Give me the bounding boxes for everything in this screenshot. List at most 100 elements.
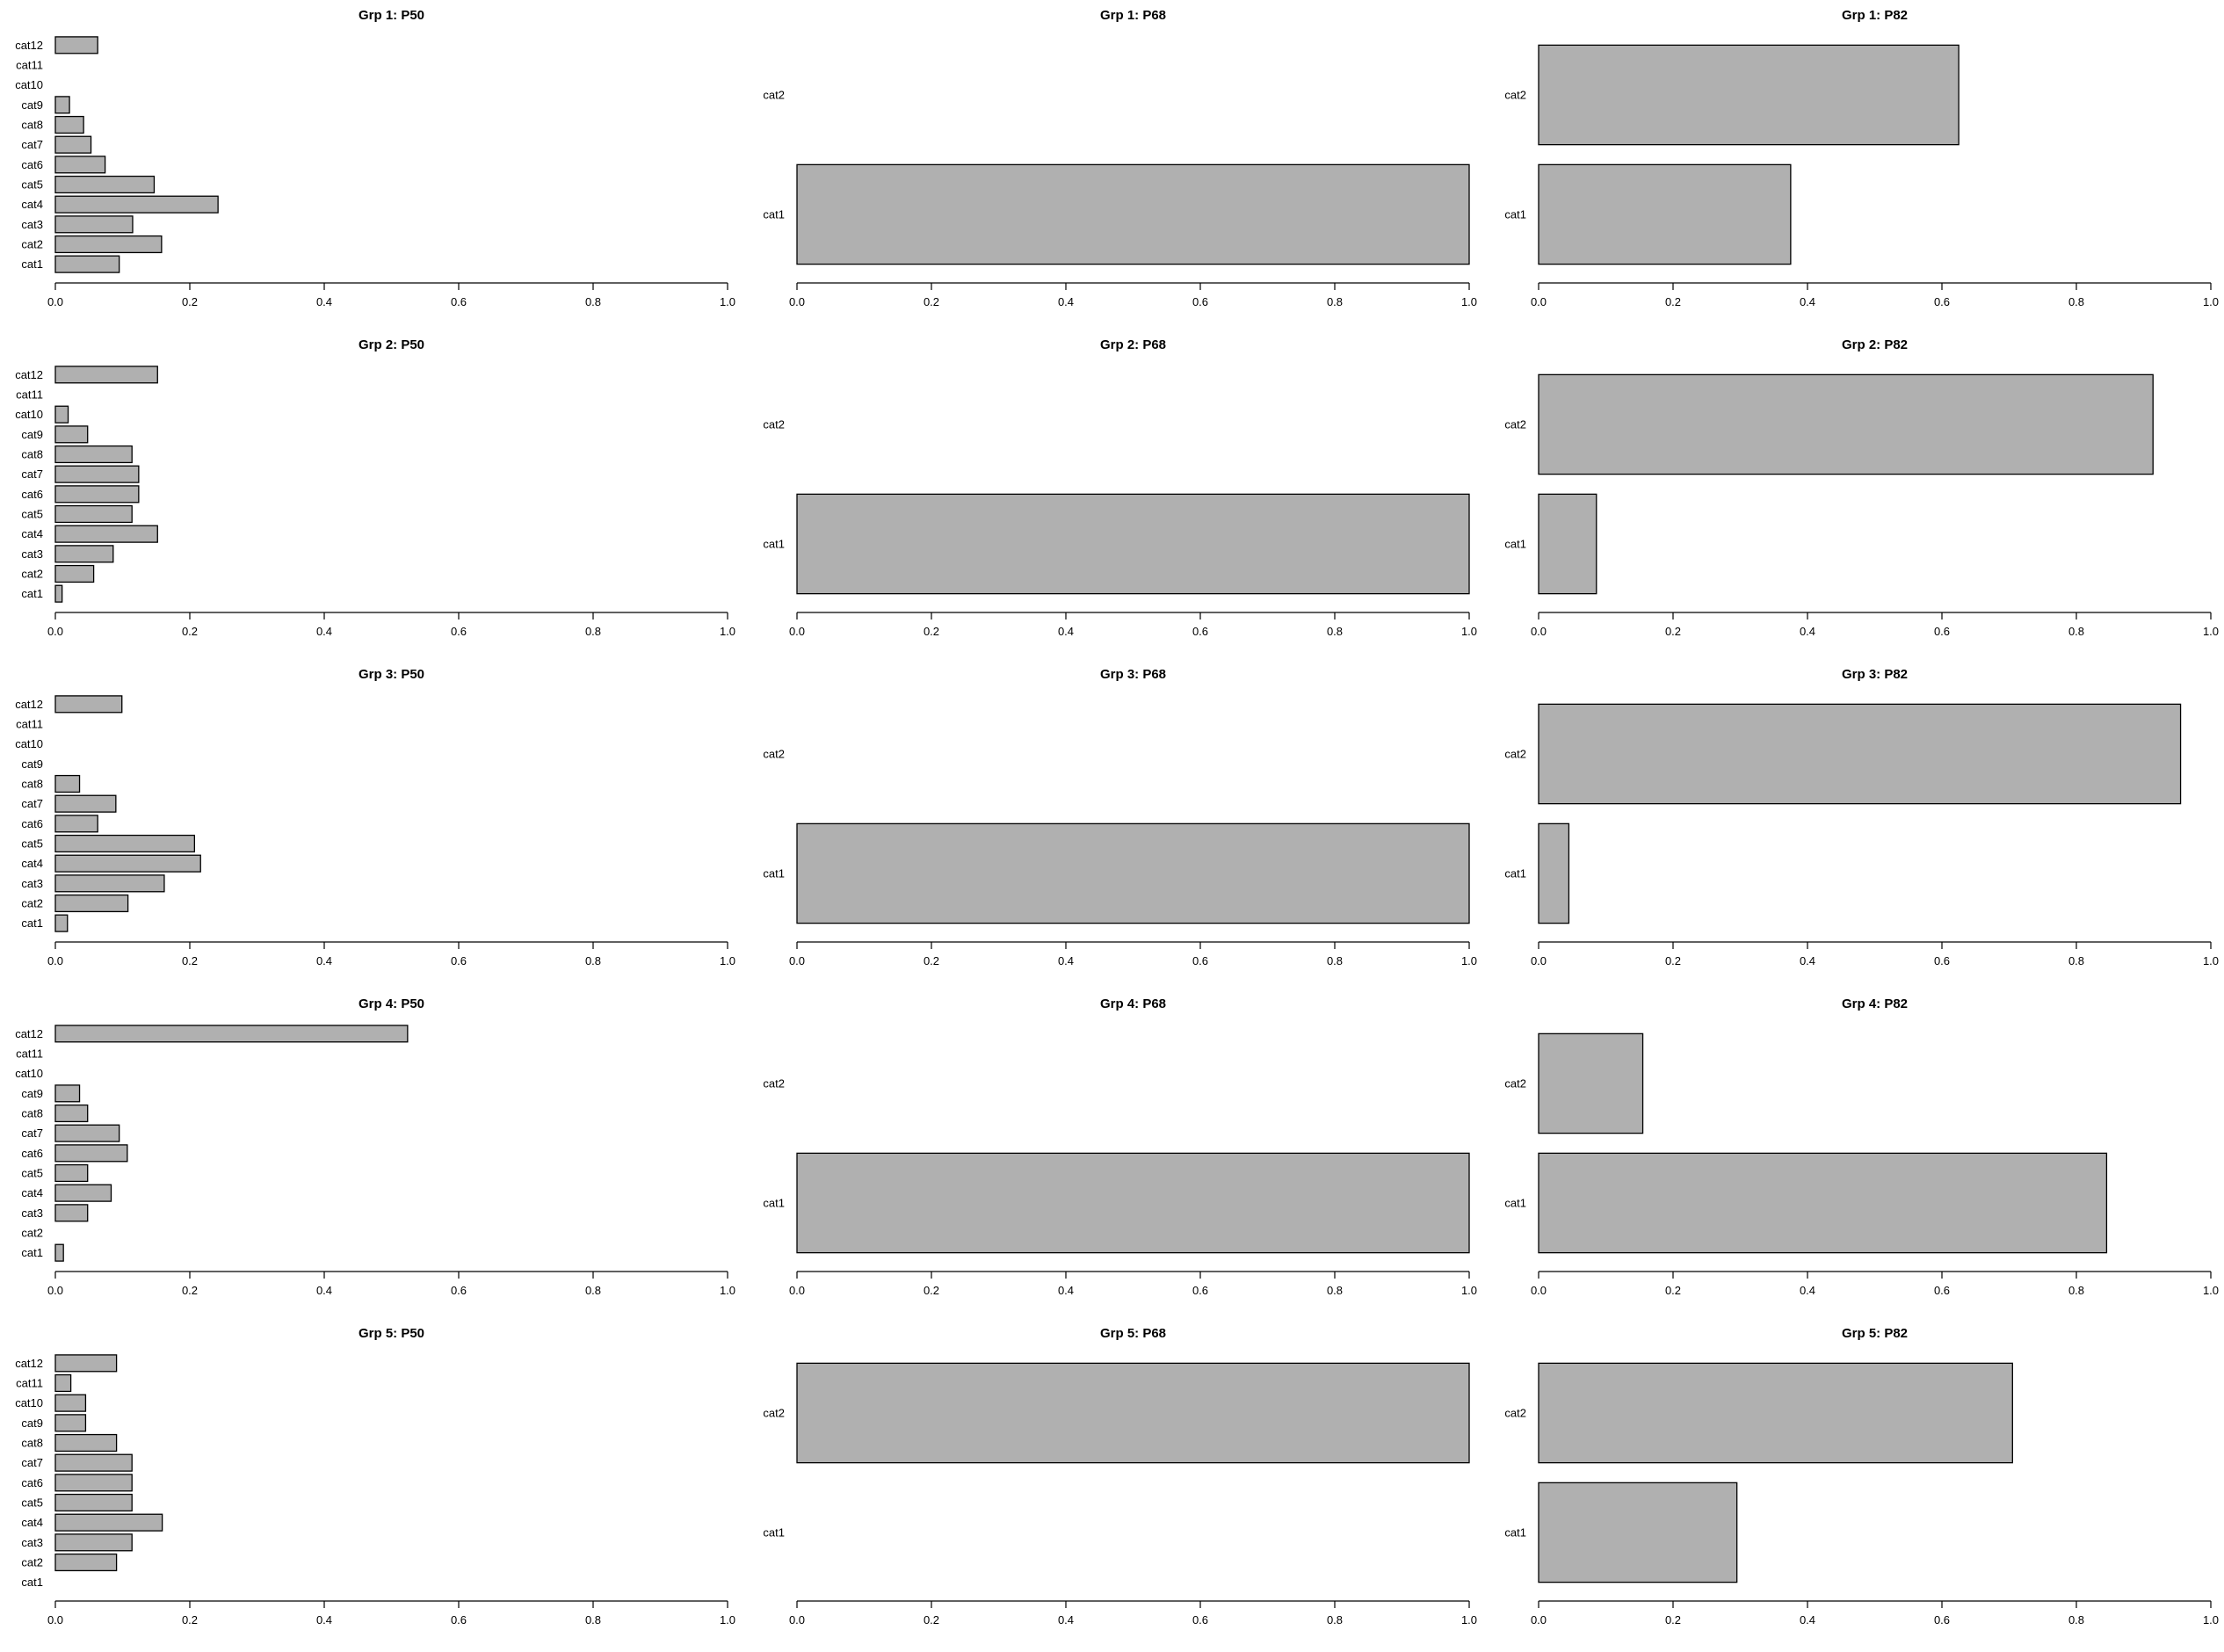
category-label: cat2 <box>763 1077 785 1090</box>
panel-title: Grp 1: P68 <box>1100 8 1166 23</box>
bar-cat1 <box>1538 822 1570 924</box>
x-tick-label: 0.2 <box>182 1284 198 1297</box>
x-tick-label: 0.0 <box>1531 1613 1547 1627</box>
bar-cat8 <box>54 115 84 134</box>
x-tick-label: 0.4 <box>1058 954 1074 967</box>
bar-cat3 <box>54 1204 89 1222</box>
bar-cat4 <box>54 195 219 214</box>
bar-cat1 <box>1538 163 1792 265</box>
x-tick-label: 1.0 <box>720 295 735 308</box>
bar-cat3 <box>54 874 165 893</box>
bar-cat2 <box>1538 1032 1644 1134</box>
category-label: cat1 <box>1504 208 1526 221</box>
x-tick-label: 0.4 <box>1058 1284 1074 1297</box>
bar-cat12 <box>54 1025 409 1043</box>
category-label: cat7 <box>21 1456 43 1469</box>
category-label: cat7 <box>21 797 43 810</box>
panel-1: Grp 1: P50 cat1 cat2 cat3 cat4 cat5 cat6 cat7 ca… <box>15 8 735 308</box>
bar-cat1 <box>1538 493 1597 595</box>
category-label: cat2 <box>21 568 43 581</box>
bar-cat2 <box>54 1553 118 1572</box>
category-label: cat2 <box>1504 1077 1526 1090</box>
bar-cat6 <box>54 1144 128 1163</box>
bar-cat4 <box>54 1184 112 1202</box>
bar-cat10 <box>54 405 69 424</box>
bar-cat3 <box>54 545 114 563</box>
panel-title: Grp 2: P50 <box>359 337 424 352</box>
x-tick-label: 0.2 <box>1665 625 1681 638</box>
category-label: cat2 <box>763 418 785 431</box>
x-tick-label: 0.8 <box>2068 625 2084 638</box>
category-label: cat4 <box>21 527 43 540</box>
bar-cat3 <box>54 1533 133 1552</box>
bar-cat11 <box>54 1373 72 1393</box>
panel-11: Grp 4: P68 cat1 cat2 0.0 0.2 0.4 0.6 0.8 1.0 <box>763 996 1477 1297</box>
bar-cat9 <box>54 1084 81 1103</box>
x-tick-label: 1.0 <box>1461 625 1477 638</box>
x-tick-label: 0.8 <box>2068 1284 2084 1297</box>
panel-14: Grp 5: P68 cat1 cat2 0.0 0.2 0.4 0.6 0.8 1.0 <box>763 1326 1477 1627</box>
x-tick-label: 0.4 <box>316 1284 332 1297</box>
category-label: cat8 <box>21 778 43 791</box>
x-tick-label: 0.6 <box>1192 1613 1208 1627</box>
bar-cat7 <box>54 465 140 483</box>
category-label: cat11 <box>16 59 43 72</box>
x-tick-label: 1.0 <box>1461 954 1477 967</box>
bar-cat6 <box>54 815 98 833</box>
category-label: cat10 <box>15 1067 43 1080</box>
bar-cat1 <box>1538 1152 2108 1254</box>
panel-7: Grp 3: P50 cat1 cat2 cat3 cat4 cat5 cat6 cat7 ca… <box>15 667 735 967</box>
category-label: cat11 <box>16 1377 43 1390</box>
x-tick-label: 1.0 <box>2203 1284 2219 1297</box>
category-label: cat1 <box>763 1526 785 1540</box>
category-label: cat2 <box>21 1556 43 1569</box>
x-tick-label: 0.8 <box>1327 625 1343 638</box>
category-label: cat3 <box>21 547 43 561</box>
panel-2: Grp 1: P68 cat1 cat2 0.0 0.2 0.4 0.6 0.8 1.0 <box>763 8 1477 308</box>
bar-cat12 <box>54 695 123 714</box>
bar-cat2 <box>1538 373 2154 475</box>
panel-5: Grp 2: P68 cat1 cat2 0.0 0.2 0.4 0.6 0.8 1.0 <box>763 337 1477 638</box>
x-tick-label: 0.4 <box>316 295 332 308</box>
x-tick-label: 0.0 <box>789 1613 805 1627</box>
category-label: cat2 <box>21 897 43 910</box>
x-tick-label: 0.8 <box>585 1284 601 1297</box>
category-label: cat2 <box>1504 89 1526 102</box>
category-label: cat2 <box>21 1227 43 1240</box>
bar-cat6 <box>54 1474 133 1492</box>
bar-cat7 <box>54 1453 133 1472</box>
category-label: cat3 <box>21 1536 43 1549</box>
bar-cat6 <box>54 485 140 504</box>
x-tick-label: 0.2 <box>182 954 198 967</box>
x-tick-label: 0.2 <box>924 954 939 967</box>
category-label: cat2 <box>763 748 785 761</box>
category-label: cat6 <box>21 1147 43 1160</box>
panel-15: Grp 5: P82 cat1 cat2 0.0 0.2 0.4 0.6 0.8 1.0 <box>1504 1326 2219 1627</box>
x-tick-label: 0.2 <box>1665 1613 1681 1627</box>
bar-cat8 <box>54 445 133 464</box>
panel-title: Grp 4: P82 <box>1842 996 1908 1011</box>
bar-cat1 <box>796 493 1470 595</box>
panel-title: Grp 1: P82 <box>1842 8 1908 23</box>
bar-cat2 <box>1538 44 1960 146</box>
category-label: cat10 <box>15 78 43 91</box>
x-tick-label: 0.0 <box>1531 625 1547 638</box>
bar-cat5 <box>54 1493 133 1512</box>
category-label: cat5 <box>21 1496 43 1510</box>
x-tick-label: 0.4 <box>1800 625 1815 638</box>
panel-title: Grp 5: P82 <box>1842 1326 1908 1341</box>
x-tick-label: 0.4 <box>1058 295 1074 308</box>
category-label: cat3 <box>21 218 43 231</box>
bar-cat5 <box>54 175 156 194</box>
bar-cat2 <box>1538 1362 2013 1464</box>
category-label: cat1 <box>763 208 785 221</box>
x-tick-label: 0.2 <box>1665 954 1681 967</box>
category-label: cat12 <box>15 368 43 381</box>
category-label: cat2 <box>1504 1407 1526 1420</box>
x-tick-label: 1.0 <box>2203 954 2219 967</box>
bar-cat1 <box>796 1152 1470 1254</box>
bar-cat1 <box>1538 1482 1738 1583</box>
x-tick-label: 1.0 <box>720 1284 735 1297</box>
x-tick-label: 0.0 <box>47 1613 63 1627</box>
